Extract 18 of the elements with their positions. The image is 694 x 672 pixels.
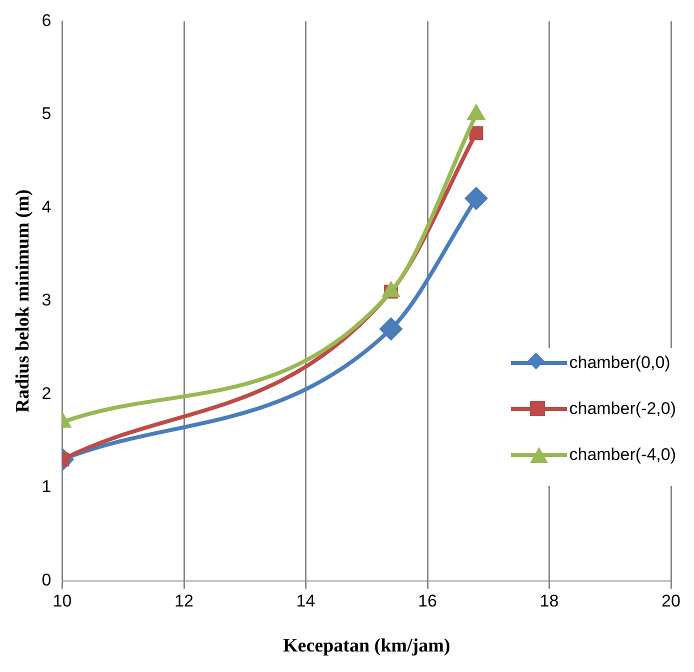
x-tick-label: 10 xyxy=(52,592,72,611)
y-axis-title: Radius belok minimum (m) xyxy=(12,189,34,413)
y-tick-label: 5 xyxy=(42,104,52,124)
y-tick-label: 2 xyxy=(42,384,52,403)
x-tick-label: 20 xyxy=(662,592,680,611)
y-tick-label: 4 xyxy=(42,197,52,216)
x-tick-label: 14 xyxy=(296,592,316,611)
y-tick-label: 6 xyxy=(42,10,52,30)
y-tick-label: 3 xyxy=(42,290,52,310)
y-tick-label: 1 xyxy=(42,477,52,496)
legend-label: chamber(0,0) xyxy=(569,353,670,373)
x-axis-title: Kecepatan (km/jam) xyxy=(282,636,450,657)
legend-label: chamber(-4,0) xyxy=(569,445,676,465)
x-tick-label: 12 xyxy=(174,592,194,611)
y-tick-label: 0 xyxy=(42,570,52,590)
legend-label: chamber(-2,0) xyxy=(569,399,676,419)
x-tick-label: 18 xyxy=(540,592,559,611)
x-tick-label: 16 xyxy=(418,592,437,611)
